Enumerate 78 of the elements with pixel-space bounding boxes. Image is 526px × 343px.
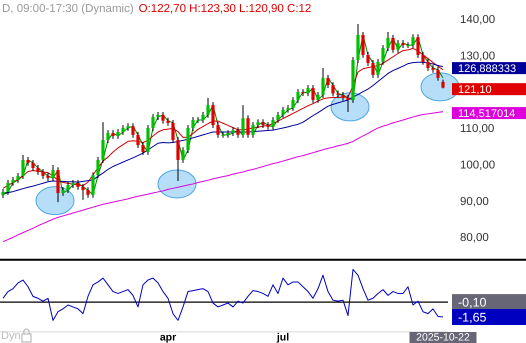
- candlestick: [31, 159, 35, 172]
- x-tick-label: jul: [276, 332, 290, 343]
- candlestick: [421, 52, 425, 66]
- candlestick: [146, 124, 150, 156]
- candlestick: [186, 124, 190, 154]
- line-series: [2, 268, 444, 321]
- candlestick: [396, 40, 400, 54]
- candlestick: [171, 119, 175, 144]
- candlestick: [306, 84, 310, 97]
- candlestick: [296, 88, 300, 104]
- candlestick: [21, 154, 25, 180]
- candlestick: [76, 179, 80, 190]
- candlestick: [191, 116, 195, 132]
- y-tick-label: 90,00: [460, 196, 489, 208]
- candlestick: [101, 122, 105, 164]
- candlestick: [271, 116, 275, 130]
- candlestick: [96, 156, 100, 179]
- candlestick: [66, 182, 70, 194]
- candlestick: [6, 179, 10, 196]
- candlestick: [416, 34, 420, 58]
- text: 121,10: [458, 84, 492, 96]
- data-label: 126,888333: [458, 63, 516, 76]
- candlestick: [211, 102, 215, 128]
- candlestick: [236, 126, 240, 138]
- candlestick: [381, 44, 385, 66]
- candlestick: [316, 92, 320, 104]
- candlestick: [391, 34, 395, 54]
- candlestick: [51, 164, 55, 182]
- candlestick: [371, 60, 375, 78]
- x-tick-label: apr: [160, 332, 176, 343]
- y-tick-label: 130,00: [460, 50, 496, 62]
- data-label: 114,517014: [458, 108, 516, 120]
- candlestick: [121, 124, 125, 136]
- line-series: [2, 111, 444, 242]
- candlestick: [281, 106, 285, 118]
- candlestick: [206, 97, 210, 118]
- candlestick: [436, 66, 440, 82]
- candlestick: [321, 68, 325, 98]
- candlestick: [91, 172, 95, 198]
- candlestick: [116, 128, 120, 140]
- candlestick: [251, 122, 255, 138]
- candlestick: [16, 172, 20, 184]
- chart-subtitle: O:122,70 H:123,30 L:120,90 C:12: [138, 3, 312, 15]
- candlestick: [331, 82, 335, 97]
- candlestick: [366, 52, 370, 66]
- candlestick: [411, 34, 415, 49]
- candlestick: [176, 136, 180, 182]
- x-tick-label: 2025-10-22: [416, 332, 470, 343]
- y-tick-label: -1,65: [458, 310, 487, 325]
- candlestick: [376, 58, 380, 78]
- candlestick: [276, 111, 280, 124]
- annotation: Dyn: [1, 330, 21, 342]
- y-tick-label: 80,00: [460, 232, 489, 244]
- candlestick: [326, 74, 330, 89]
- y-tick-label: -0,10: [458, 296, 487, 310]
- candlestick: [311, 84, 315, 104]
- candlestick: [241, 104, 245, 138]
- candlestick: [141, 142, 145, 156]
- y-tick-label: 100,00: [460, 159, 496, 172]
- candlestick: [56, 166, 60, 203]
- candlestick: [216, 122, 220, 138]
- chart-title: D, 09:00-17:30 (Dynamic): [2, 3, 134, 15]
- candlestick: [36, 164, 40, 176]
- candlestick: [386, 32, 390, 52]
- candlestick: [41, 168, 45, 180]
- y-tick-label: 110,00: [460, 123, 494, 136]
- candlestick: [361, 32, 365, 58]
- candlestick: [426, 58, 430, 72]
- candlestick: [181, 146, 185, 164]
- candlestick: [246, 114, 250, 138]
- candlestick: [86, 186, 90, 198]
- candlestick: [201, 111, 205, 124]
- candlestick: [291, 96, 295, 112]
- candlestick: [151, 114, 155, 132]
- y-tick-label: 140,00: [460, 14, 496, 26]
- candlestick: [131, 122, 135, 138]
- candlestick: [106, 130, 110, 144]
- candlestick: [136, 131, 140, 148]
